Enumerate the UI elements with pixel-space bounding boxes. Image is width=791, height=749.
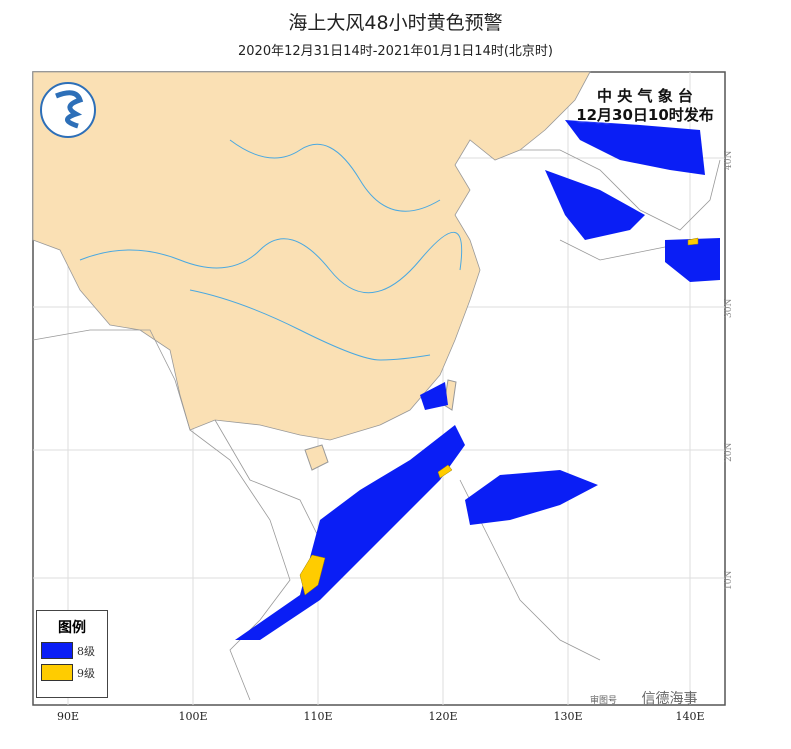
wind-area-9-japan: [687, 237, 699, 246]
legend-swatch-blue: [41, 642, 73, 659]
wind-area-9-bashi: [437, 464, 453, 479]
lat-label: 10N: [724, 570, 734, 590]
lon-label: 140E: [675, 710, 705, 723]
wind-area-philippine-sea: [465, 470, 598, 525]
legend-swatch-yellow: [41, 664, 73, 681]
wind-area-9-southern: [299, 554, 326, 596]
wind-area-japan-north: [565, 120, 705, 175]
lon-label: 130E: [553, 710, 583, 723]
legend-item: 8级: [41, 642, 107, 659]
rivers: [79, 139, 463, 361]
watermark: 审图号 信德海事: [590, 688, 697, 708]
issuer-name: 中 央 气 象 台: [597, 87, 693, 105]
lat-label: 20N: [724, 442, 734, 462]
lat-label: 40N: [724, 150, 734, 170]
legend: 图例 8级 9级: [36, 610, 108, 698]
issuer-block: 中 央 气 象 台 12月30日10时发布: [560, 87, 730, 125]
wind-area-east-japan: [665, 238, 720, 282]
lon-label: 90E: [56, 710, 80, 723]
wind-area-east-china-sea: [420, 382, 448, 410]
gale-area-level-8: [235, 120, 720, 640]
lon-label: 110E: [303, 710, 333, 723]
lon-label: 100E: [178, 710, 208, 723]
lon-label: 120E: [428, 710, 458, 723]
wind-area-south-china-sea: [235, 425, 465, 640]
issue-time: 12月30日10时发布: [576, 106, 714, 124]
map-subtitle: 2020年12月31日14时-2021年01月1日14时(北京时): [238, 44, 553, 59]
wind-area-sea-of-japan: [545, 170, 645, 240]
watermark-text: 信德海事: [641, 691, 698, 707]
lat-label: 30N: [724, 298, 734, 318]
legend-label: 8级: [77, 644, 95, 658]
legend-item: 9级: [41, 664, 107, 681]
hainan-island: [304, 444, 329, 471]
watermark-small: 审图号: [590, 696, 618, 706]
cma-logo: [40, 82, 96, 138]
legend-label: 9级: [77, 666, 95, 680]
legend-title: 图例: [58, 620, 86, 636]
map-title: 海上大风48小时黄色预警: [288, 12, 503, 34]
gale-area-level-9: [299, 237, 699, 596]
